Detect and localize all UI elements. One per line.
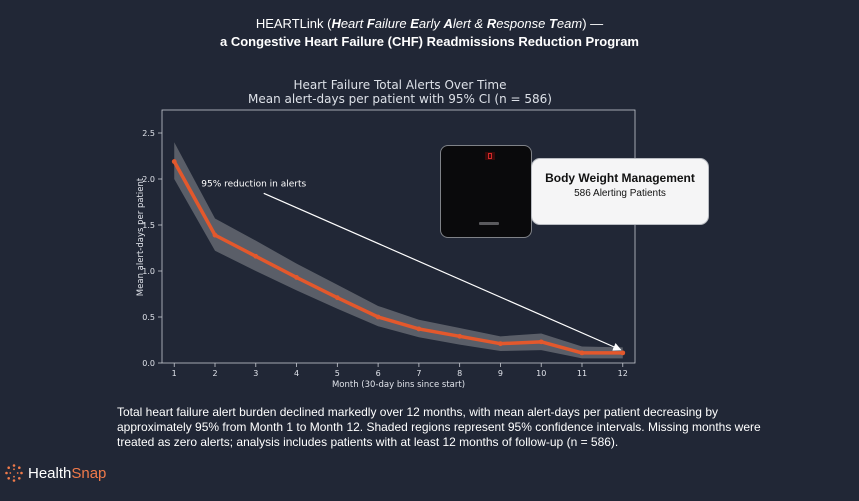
x-tick-label: 10 xyxy=(536,369,546,378)
x-tick-label: 4 xyxy=(294,369,299,378)
healthsnap-logo: HealthSnap xyxy=(4,463,106,483)
title-letter-t: T xyxy=(548,16,557,31)
scale-display-icon xyxy=(485,152,495,160)
data-point xyxy=(538,339,544,345)
y-tick-label: 0.0 xyxy=(142,359,155,368)
data-point xyxy=(171,159,177,164)
x-tick-label: 2 xyxy=(212,369,217,378)
x-axis-label: Month (30-day bins since start) xyxy=(332,380,465,390)
data-point xyxy=(212,232,218,238)
title-letter-f: F xyxy=(366,16,375,31)
annotation-text: 95% reduction in alerts xyxy=(201,179,306,189)
slide-title-line1: HEARTLink (Heart Failure Early Alert & R… xyxy=(255,16,604,31)
annotation-arrow xyxy=(263,192,622,351)
chart-caption: Total heart failure alert burden decline… xyxy=(117,405,761,449)
data-point xyxy=(294,275,299,280)
callout-subtext: 586 Alerting Patients xyxy=(574,188,666,199)
data-point xyxy=(457,333,463,339)
x-tick-label: 5 xyxy=(335,369,340,378)
y-tick-label: 1.0 xyxy=(142,267,155,276)
x-tick-label: 9 xyxy=(498,369,503,378)
data-point xyxy=(375,314,381,320)
data-point xyxy=(498,341,503,347)
healthsnap-logo-text: HealthSnap xyxy=(28,464,107,482)
body-weight-callout: Body Weight Management 586 Alerting Pati… xyxy=(531,158,709,225)
chart-subtitle: Mean alert-days per patient with 95% CI … xyxy=(247,92,552,106)
title-letter-e: E xyxy=(410,16,419,31)
y-tick-label: 2.0 xyxy=(142,175,155,184)
data-point xyxy=(334,295,340,301)
data-point xyxy=(416,326,422,332)
data-point xyxy=(579,350,585,356)
y-tick-label: 1.5 xyxy=(142,221,155,230)
x-tick-label: 8 xyxy=(457,369,462,378)
healthsnap-logo-icon xyxy=(5,464,23,482)
confidence-interval-band xyxy=(174,142,623,359)
x-tick-label: 3 xyxy=(253,369,258,378)
chart-title: Heart Failure Total Alerts Over Time xyxy=(293,78,507,92)
data-point xyxy=(253,253,259,259)
x-tick-label: 12 xyxy=(618,369,628,378)
weight-scale-image xyxy=(440,145,532,238)
x-tick-label: 11 xyxy=(577,369,587,378)
x-tick-label: 7 xyxy=(416,369,421,378)
title-letter-r: R xyxy=(486,16,497,31)
x-tick-label: 6 xyxy=(376,369,381,378)
callout-heading: Body Weight Management xyxy=(545,171,695,185)
y-tick-label: 2.5 xyxy=(142,129,155,138)
y-tick-label: 0.5 xyxy=(142,313,155,322)
data-point xyxy=(620,350,626,356)
plot-frame xyxy=(161,109,636,364)
mean-series-line xyxy=(172,160,623,355)
title-letter-h: H xyxy=(331,16,341,31)
scale-brand-mark xyxy=(479,222,499,225)
y-axis-label: Mean alert-days per patient xyxy=(136,177,146,296)
x-tick-label: 1 xyxy=(172,369,177,378)
slide-title-line2: a Congestive Heart Failure (CHF) Readmis… xyxy=(220,34,639,49)
title-letter-a: A xyxy=(443,16,453,31)
